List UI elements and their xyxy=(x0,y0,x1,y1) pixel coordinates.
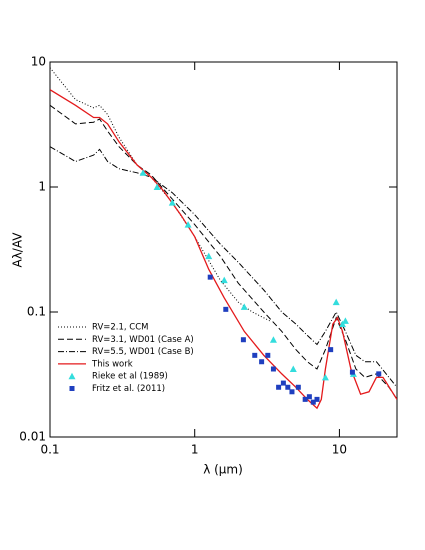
legend-label: RV=2.1, CCM xyxy=(92,323,149,333)
data-point xyxy=(240,337,246,343)
legend-label: Fritz et al. (2011) xyxy=(92,384,165,394)
data-point xyxy=(289,365,297,372)
legend-marker xyxy=(68,372,76,380)
data-point xyxy=(349,369,355,375)
data-point xyxy=(259,359,265,365)
y-tick-label: 10 xyxy=(31,55,46,69)
data-point xyxy=(314,396,320,402)
x-tick-label: 1 xyxy=(191,443,199,457)
y-tick-label: 0.1 xyxy=(27,305,46,319)
data-point xyxy=(207,274,213,280)
data-point xyxy=(306,394,312,400)
plot-frame xyxy=(49,61,398,438)
data-line xyxy=(50,104,397,400)
data-point xyxy=(295,384,301,390)
data-line xyxy=(50,67,270,322)
data-point xyxy=(184,221,192,228)
data-point xyxy=(310,399,316,405)
data-point xyxy=(139,169,147,176)
data-point xyxy=(328,347,334,353)
data-point xyxy=(205,252,213,260)
data-point xyxy=(321,373,329,381)
legend-label: RV=3.1, WD01 (Case A) xyxy=(92,335,194,345)
data-point xyxy=(153,183,161,190)
data-point xyxy=(252,352,258,358)
data-point xyxy=(285,384,291,390)
data-point xyxy=(338,320,346,328)
legend-label: RV=5.5, WD01 (Case B) xyxy=(92,347,194,357)
data-point xyxy=(240,303,248,310)
data-point xyxy=(269,336,277,343)
y-tick-label: 0.01 xyxy=(19,430,46,444)
data-point xyxy=(332,298,340,306)
x-tick-label: 10 xyxy=(332,443,347,457)
legend-marker xyxy=(69,386,75,391)
data-point xyxy=(302,396,308,402)
legend-label: Rieke et al (1989) xyxy=(92,372,168,382)
data-point xyxy=(168,199,176,206)
data-line xyxy=(50,146,397,388)
data-point xyxy=(289,389,295,395)
data-point xyxy=(376,371,382,377)
x-axis-label: λ (μm) xyxy=(203,463,243,477)
data-point xyxy=(265,352,271,358)
y-axis-label: Aλ/AV xyxy=(11,232,25,268)
data-point xyxy=(280,380,286,386)
legend-label: This work xyxy=(91,359,133,369)
y-tick-label: 1 xyxy=(38,180,46,194)
data-point xyxy=(341,317,349,324)
data-point xyxy=(220,276,228,284)
data-point xyxy=(223,306,229,312)
data-point xyxy=(276,384,282,390)
data-point xyxy=(270,366,276,372)
x-tick-label: 0.1 xyxy=(40,443,59,457)
